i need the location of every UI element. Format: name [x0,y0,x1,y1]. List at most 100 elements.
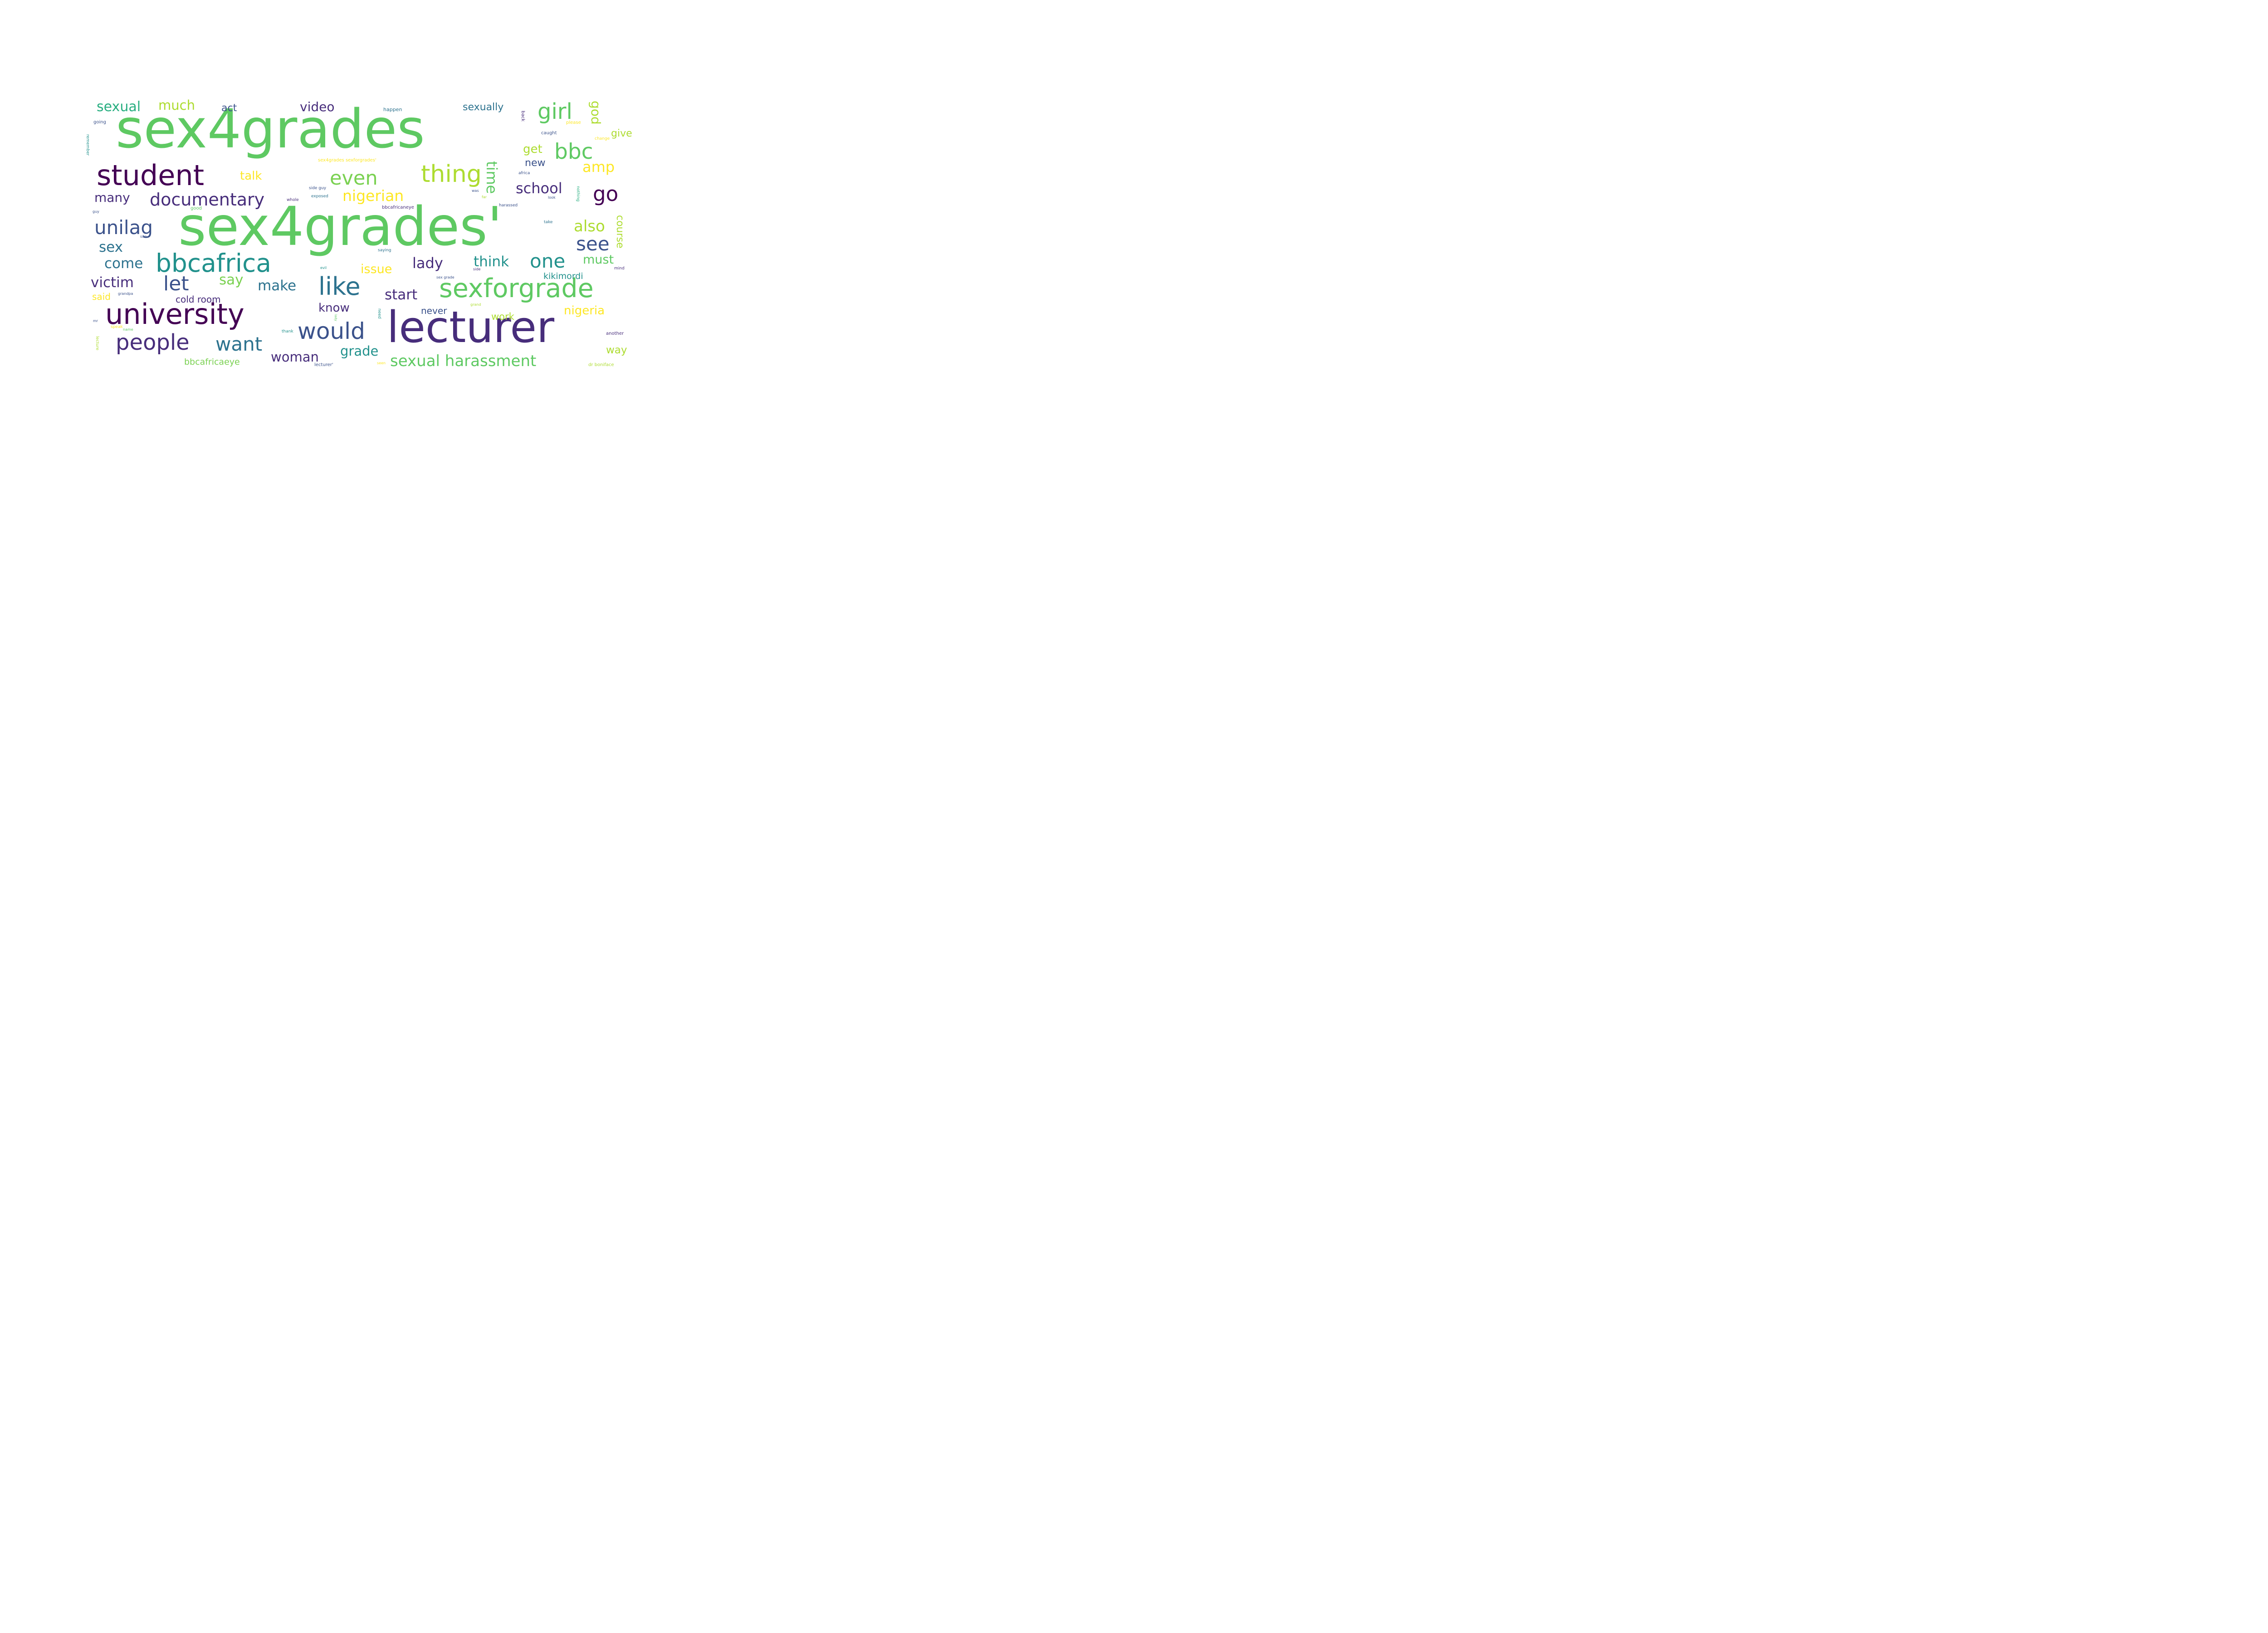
word-evil: evil [320,266,327,270]
word-also: also [574,217,605,235]
word-thank: thank [282,329,293,334]
word-even: even [330,167,378,190]
word-lady: lady [334,314,337,321]
word-start: start [385,287,418,303]
word-said: said [92,291,111,302]
word-nothing: nothing [576,186,580,202]
word-one: one [530,250,566,272]
word-time: time [483,161,500,194]
word-good: good [191,206,202,211]
word-would: would [298,318,365,344]
word-cloud: sex4grades sex4grades' lecturer university s… [0,0,700,467]
word-going: going [93,120,106,125]
word-unilag: unilag [94,216,153,239]
word-happen: happen [383,107,402,112]
word-sexforgrade: sexforgrade [439,274,594,303]
word-new: new [525,157,546,169]
word-school: school [516,180,562,197]
word-seen: seen [377,361,386,365]
word-thing: thing [421,161,482,188]
word-caught: caught [541,131,557,136]
word-make: make [258,278,297,294]
word-mind: mind [614,266,625,271]
word-site: site [140,235,147,239]
word-university: university [105,298,244,331]
word-talk: talk [240,169,262,183]
word-take: take [544,220,553,225]
word-lecturer: lecturer [387,303,555,352]
word-please: please [566,120,581,125]
word-way: way [606,344,627,356]
word-was: was [472,189,479,193]
word-nigeria: nigeria [564,304,605,318]
word-see: see [576,233,610,255]
word-never: never [421,305,447,316]
word-mr: mr [93,319,98,323]
word-grade: grade [340,343,379,359]
word-video: video [300,99,335,114]
word-grandpa: grandpa [118,292,133,296]
word-name: name [123,328,133,332]
word-sex: sex [99,239,123,255]
word-god: god [588,101,603,125]
word-need: need [377,308,381,319]
word-give: give [611,128,632,139]
word-say: say [219,272,244,288]
word-harassed: harassed [499,203,518,208]
word-documentary: documentary [150,190,265,210]
word-get: get [523,142,543,156]
word-much: much [158,98,195,113]
word-dr-boniface: dr boniface [588,362,614,367]
word-bbcafricaeye: bbcafricaeye [184,357,240,367]
word-let: let [163,272,189,295]
word-whole: whole [287,198,299,202]
word-bbcafrica: bbcafrica [156,249,271,278]
word-remember: remember [85,134,90,156]
word-want: want [215,333,263,355]
word-saying: saying [378,248,391,253]
word-must: must [583,253,614,267]
word-kikimordi: kikimordi [543,271,583,281]
word-bbcafricaneye: bbcafricaneye [382,205,414,210]
word-come: come [104,255,143,272]
word-amp: amp [582,158,615,176]
word-lady: lady [412,254,443,272]
word-cold-room: cold room [176,294,221,305]
word-sexual-harassment: sexual harassment [390,352,537,370]
word-girl: girl [538,99,572,124]
word-guy: guy [93,210,99,214]
word-bbc: bbc [554,139,593,164]
word-work: work [491,311,514,322]
word-far: far [482,195,487,199]
word-lecture: lecture [95,336,99,351]
word-think: think [474,254,509,270]
word-student: student [97,159,205,192]
word-people: people [116,330,190,355]
word-speak: speak [111,325,123,329]
word-side: side [473,267,481,271]
word-sex4grades: sex4grades [116,98,425,160]
word-another: another [606,331,624,336]
word-know: know [318,301,350,315]
word-change: change [595,137,610,141]
word-back: back [520,111,525,122]
word-go: go [593,182,619,206]
word-sex4grades-sexforgrades: sex4grades sexforgrades' [318,158,376,163]
word-sex4grades: sex4grades' [178,195,503,258]
word-woman: woman [271,349,319,365]
word-look: look [548,196,556,200]
word-sexual: sexual [97,99,141,115]
word-course: course [614,215,626,249]
word-many: many [94,190,130,205]
word-exposed: exposed [311,194,328,199]
word-nigerian: nigerian [342,187,404,205]
word-side-guy: side guy [309,186,327,191]
word-sex-grade: sex grade [436,275,455,279]
word-act: act [221,103,237,114]
word-victim: victim [91,274,134,291]
word-issue: issue [361,262,392,276]
word-sexually: sexually [463,102,504,113]
word-like: like [318,272,361,301]
word-africa: africa [518,171,530,176]
word-lecturer: lecturer' [314,362,333,367]
